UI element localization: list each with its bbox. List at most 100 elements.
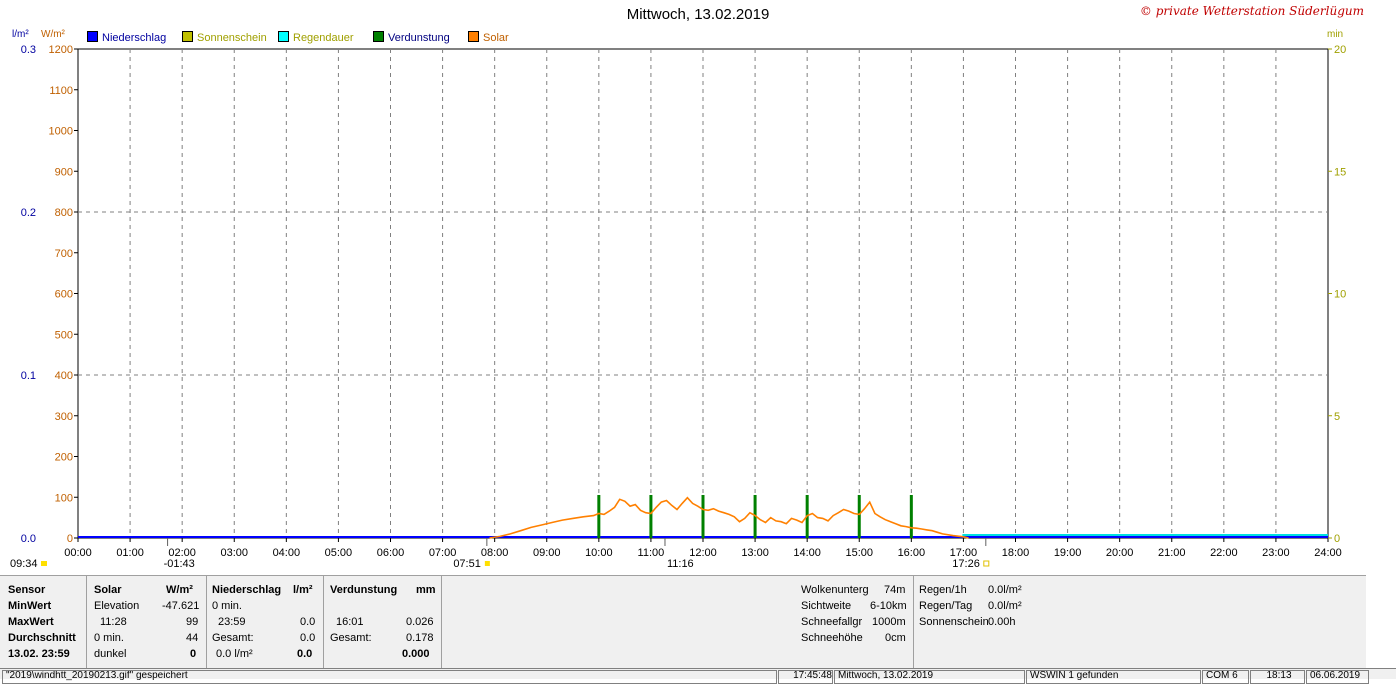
chart-area: 00:00 01:00 02:00 03:00 04:00 05:00 06:00 07:00… (10, 29, 1346, 570)
y-solar-tick-label: 700 (55, 248, 73, 260)
y-min-unit: min (1327, 29, 1343, 40)
x-tick-label: 08:00 (481, 547, 509, 559)
x-tick-label: 06:00 (377, 547, 405, 559)
legend-label: Regendauer (293, 32, 354, 44)
y-solar-tick-label: 0 (67, 533, 73, 545)
x-tick-label: 24:00 (1314, 547, 1342, 559)
solar-max-time: 11:28 (100, 616, 127, 628)
evap-now-value: 0.000 (402, 648, 430, 660)
row-max: MaxWert (8, 616, 54, 628)
rain-min-label: 0 min. (212, 600, 242, 612)
evap-bar (597, 495, 601, 538)
status-file: "2019\windhtt_20190213.gif" gespeichert (2, 670, 777, 684)
rain-now-label: 0.0 l/m² (216, 648, 253, 660)
solar-now-value: 0 (190, 648, 197, 660)
solar-header: Solar (94, 584, 122, 596)
sensor-header: Sensor (8, 584, 46, 596)
solar-min-label: Elevation (94, 600, 140, 612)
row-min: MinWert (8, 600, 52, 612)
y-rain-tick-label: 0.0 (21, 533, 36, 545)
y-solar-tick-label: 1000 (49, 126, 73, 138)
y-rain-tick-label: 0.2 (21, 207, 36, 219)
rain-header: Niederschlag (212, 584, 282, 596)
sunrise-dot (484, 561, 490, 566)
rain-max-value: 0.0 (300, 616, 316, 628)
y-min-tick-label: 5 (1334, 411, 1340, 423)
cloud-label-0: Wolkenunterg (801, 584, 869, 596)
solar-avg-value: 44 (186, 632, 199, 644)
legend-item-niederschlag: Niederschlag (87, 31, 166, 44)
stats-panel: Sensor MinWert MaxWert Durchschnitt 13.0… (0, 575, 1366, 668)
y-rain-unit: l/m² (12, 29, 29, 40)
cloud-label-2: Schneefallgr (801, 616, 863, 628)
x-tick-label: 19:00 (1054, 547, 1082, 559)
y-solar-tick-label: 1200 (49, 44, 73, 56)
status-date: Mittwoch, 13.02.2019 (834, 670, 1025, 684)
row-avg: Durchschnitt (8, 632, 76, 644)
legend-label: Verdunstung (388, 32, 450, 44)
cloud-label-1: Sichtweite (801, 600, 852, 612)
evap-unit: mm (416, 584, 436, 596)
y-solar-tick-label: 900 (55, 166, 73, 178)
solar-unit: W/m² (166, 584, 193, 596)
y-solar-tick-label: 500 (55, 329, 73, 341)
x-tick-label: 05:00 (325, 547, 353, 559)
y-solar-tick-label: 600 (55, 289, 73, 301)
legend-swatch (87, 31, 98, 42)
x-tick-label: 02:00 (168, 547, 196, 559)
solar-now-label: dunkel (94, 648, 127, 660)
x-tick-label: 17:00 (950, 547, 978, 559)
evap-max-time: 16:01 (336, 616, 364, 628)
rainstat-value-2: 0.00h (988, 616, 1016, 628)
rain-total-value: 0.0 (300, 632, 316, 644)
cloud-value-3: 0cm (885, 632, 906, 644)
x-tick-label: 10:00 (585, 547, 613, 559)
status-found: WSWIN 1 gefunden (1026, 670, 1201, 684)
legend-label: Solar (483, 32, 509, 44)
status-today: 06.06.2019 (1306, 670, 1369, 684)
x-tick-label: 21:00 (1158, 547, 1186, 559)
evap-max-value: 0.026 (406, 616, 434, 628)
y-solar-tick-label: 300 (55, 411, 73, 423)
rain-now-value: 0.0 (297, 648, 313, 660)
evap-total-value: 0.178 (406, 632, 434, 644)
rainstat-label-0: Regen/1h (919, 584, 967, 596)
sunset-dot (983, 560, 990, 567)
rain-total-label: Gesamt: (212, 632, 254, 644)
rainstat-value-0: 0.0l/m² (988, 584, 1022, 596)
legend-label: Sonnenschein (197, 32, 267, 44)
evap-header: Verdunstung (330, 584, 398, 596)
y-solar-tick-label: 800 (55, 207, 73, 219)
y-rain-tick-label: 0.1 (21, 370, 36, 382)
x-tick-label: 23:00 (1262, 547, 1290, 559)
station-brand: © private Wetterstation Süderlügum (1139, 4, 1364, 18)
rainstat-label-1: Regen/Tag (919, 600, 973, 612)
status-com: COM 6 (1202, 670, 1249, 684)
legend-swatch (468, 31, 479, 42)
evap-total-label: Gesamt: (330, 632, 372, 644)
solar-max-value: 99 (186, 616, 199, 628)
rain-max-time: 23:59 (218, 616, 246, 628)
row-date: 13.02. 23:59 (8, 648, 70, 660)
cloud-value-2: 1000m (872, 616, 906, 628)
cloud-value-1: 6-10km (870, 600, 907, 612)
status-time: 17:45:48 (778, 670, 833, 684)
cloud-value-0: 74m (884, 584, 906, 596)
legend-item-sonnenschein: Sonnenschein (182, 31, 267, 44)
x-tick-label: 07:00 (429, 547, 457, 559)
y-solar-tick-label: 100 (55, 492, 73, 504)
marker-start-label: -01:43 (164, 558, 195, 570)
solar-avg-label: 0 min. (94, 632, 124, 644)
legend-item-verdunstung: Verdunstung (373, 31, 450, 44)
legend-label: Niederschlag (102, 32, 167, 44)
rain-unit: l/m² (293, 584, 313, 596)
rainstat-value-1: 0.0l/m² (988, 600, 1022, 612)
y-solar-tick-label: 400 (55, 370, 73, 382)
y-min-tick-label: 10 (1334, 289, 1346, 301)
x-tick-label: 00:00 (64, 547, 92, 559)
solar-line (489, 496, 969, 539)
x-tick-label: 16:00 (898, 547, 926, 559)
marker-left-label: 09:34 (10, 558, 38, 570)
legend-item-solar: Solar (468, 31, 509, 44)
y-min-tick-label: 20 (1334, 44, 1346, 56)
